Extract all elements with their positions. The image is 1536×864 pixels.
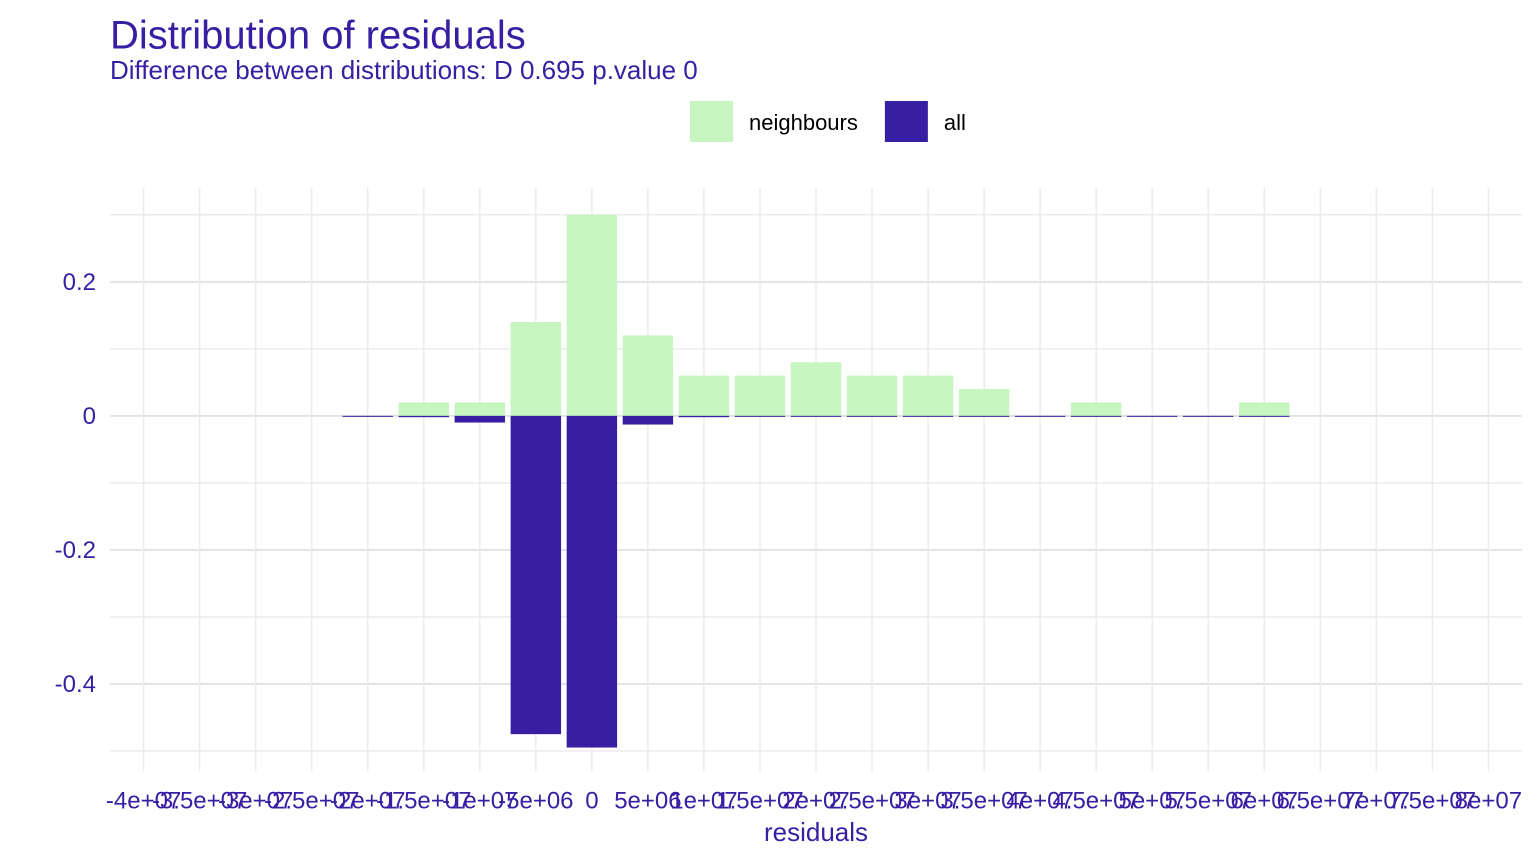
bar [1239, 415, 1290, 417]
x-tick-label: 2.5e+07 [828, 787, 915, 814]
bar [454, 415, 506, 423]
legend-swatch [884, 101, 928, 142]
x-tick-label: 3e+07 [894, 787, 961, 814]
bars [342, 214, 1290, 748]
bar [846, 375, 898, 416]
bar [1070, 402, 1122, 416]
chart-title: Distribution of residuals [110, 14, 526, 58]
bar [1183, 415, 1234, 417]
ticks: -0.4 -0.2 0 0.2 -4e+07-3.5e+07-3e+07-2.5e+07… [55, 269, 1522, 814]
bar [678, 375, 730, 416]
x-tick-label: -3e+07 [218, 787, 293, 814]
x-tick-label: -1.5e+07 [376, 787, 471, 814]
x-tick-label: 5e+07 [1118, 787, 1185, 814]
bar [566, 415, 618, 748]
bar [790, 362, 842, 416]
bar [958, 389, 1010, 416]
x-tick-label: 3.5e+07 [940, 787, 1027, 814]
bar [454, 402, 506, 416]
x-tick-label: 7e+07 [1343, 787, 1410, 814]
x-tick-label: 7.5e+07 [1389, 787, 1476, 814]
bar [622, 415, 674, 425]
legend-swatch [690, 101, 733, 142]
bar [790, 415, 842, 417]
bar [510, 415, 562, 735]
x-tick-label: 6.5e+07 [1277, 787, 1364, 814]
x-tick-label: 1e+07 [670, 787, 737, 814]
chart-subtitle: Difference between distributions: D 0.69… [110, 55, 698, 85]
bar [902, 415, 954, 417]
bar [902, 375, 954, 416]
bar [510, 322, 562, 416]
x-tick-label: 0 [585, 787, 598, 814]
x-tick-label: -2e+07 [330, 787, 405, 814]
bar [734, 375, 786, 416]
bar [1070, 415, 1122, 417]
x-tick-label: 8e+07 [1455, 787, 1522, 814]
x-tick-label: 4.5e+07 [1052, 787, 1139, 814]
y-tick-label: 0 [83, 403, 96, 430]
x-tick-label: -1e+07 [442, 787, 517, 814]
x-tick-label: -3.5e+07 [152, 787, 247, 814]
x-tick-label: 5.5e+07 [1165, 787, 1252, 814]
x-tick-label: 2e+07 [782, 787, 849, 814]
x-axis-title: residuals [764, 817, 868, 847]
x-tick-label: -4e+07 [106, 787, 181, 814]
bar [398, 415, 449, 418]
x-tick-label: 5e+06 [614, 787, 681, 814]
bar [1014, 415, 1066, 417]
bar [958, 415, 1010, 417]
legend-label: neighbours [749, 110, 858, 135]
y-tick-label: -0.2 [55, 537, 96, 564]
y-tick-label: -0.4 [55, 671, 96, 698]
x-tick-label: -5e+06 [498, 787, 573, 814]
bar [566, 214, 618, 416]
legend-label: all [944, 110, 966, 135]
grid [110, 188, 1522, 771]
bar [622, 335, 674, 416]
x-tick-label: 4e+07 [1006, 787, 1073, 814]
bar [398, 402, 449, 416]
bar [678, 415, 730, 418]
bar [846, 415, 898, 417]
x-tick-label: 1.5e+07 [716, 787, 803, 814]
bar [734, 415, 786, 417]
bar [1239, 402, 1290, 416]
bar [342, 415, 393, 417]
y-tick-label: 0.2 [63, 269, 96, 296]
bar [1126, 415, 1178, 417]
legend: neighbours all [690, 101, 966, 142]
x-tick-label: -2.5e+07 [264, 787, 359, 814]
x-tick-label: 6e+07 [1231, 787, 1298, 814]
